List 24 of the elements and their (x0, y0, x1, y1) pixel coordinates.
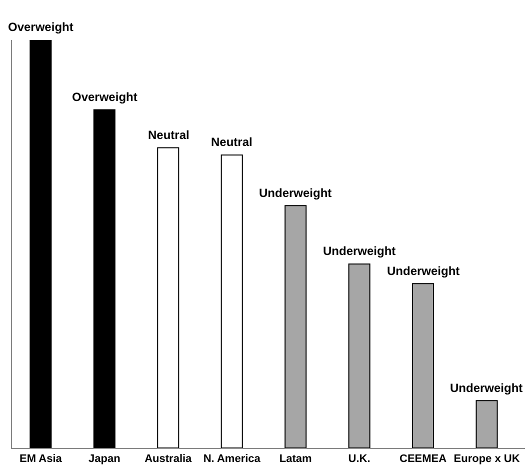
x-tick-label: Japan (88, 453, 121, 466)
annotation: Neutral (148, 128, 190, 142)
annotation: Overweight (8, 20, 74, 34)
x-tick-label: Australia (144, 453, 193, 466)
bar (348, 263, 370, 448)
annotation: Underweight (450, 381, 523, 395)
x-tick-label: Latam (279, 453, 312, 466)
annotation: Overweight (72, 90, 138, 104)
x-tick-label: CEEMEA (400, 453, 447, 466)
bar (476, 400, 498, 448)
annotation: Neutral (211, 135, 252, 149)
annotation: Underweight (323, 244, 396, 258)
x-tick-label: Europe x UK (454, 453, 520, 466)
bar (157, 147, 180, 448)
annotation: Underweight (387, 264, 460, 278)
bar (220, 154, 243, 448)
x-tick-label: EM Asia (19, 453, 63, 466)
bar (93, 109, 116, 448)
bar (412, 283, 434, 448)
bar (30, 40, 52, 448)
x-tick-label: U.K. (348, 453, 370, 466)
annotation: Underweight (259, 186, 332, 200)
bar (284, 205, 307, 448)
x-tick-label: N. America (203, 453, 262, 466)
